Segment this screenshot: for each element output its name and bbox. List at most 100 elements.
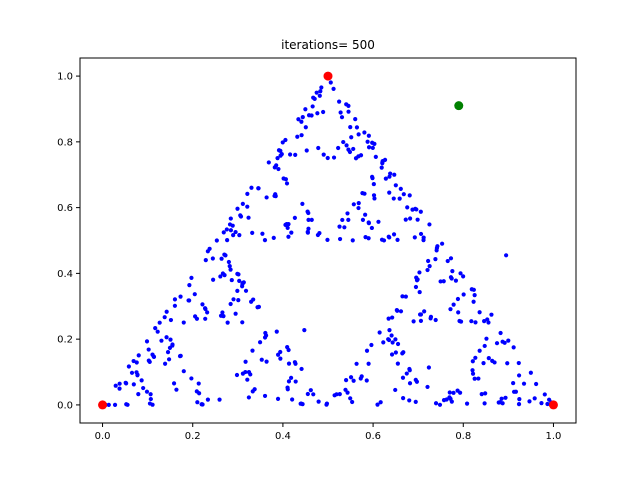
chaos-game-point — [516, 360, 521, 366]
chaos-game-point — [199, 402, 205, 407]
chaos-game-point — [134, 360, 139, 365]
chaos-game-point — [517, 397, 522, 402]
chaos-game-point — [482, 343, 487, 349]
chaos-game-point — [351, 378, 356, 383]
axes-frame — [79, 57, 577, 424]
chaos-game-point — [376, 219, 381, 224]
chaos-game-point — [286, 234, 291, 239]
chaos-game-point — [401, 192, 406, 197]
chaos-game-point — [336, 145, 341, 151]
chaos-game-point — [407, 193, 412, 198]
chaos-game-point — [400, 294, 405, 299]
chaos-game-point — [117, 381, 122, 386]
chaos-game-point — [505, 361, 510, 366]
chaos-game-point — [407, 381, 413, 386]
chaos-game-point — [289, 375, 294, 380]
chaos-game-point — [448, 307, 453, 312]
chaos-game-point — [366, 361, 371, 366]
chaos-game-point — [200, 302, 205, 307]
chaos-game-point — [511, 345, 516, 350]
chaos-game-point — [382, 157, 388, 162]
chaos-game-point — [437, 402, 443, 407]
chaos-game-point — [484, 336, 489, 341]
chaos-game-point — [434, 245, 439, 251]
chaos-game-point — [394, 308, 399, 313]
chaos-game-point — [377, 330, 382, 335]
chaos-game-point — [448, 256, 454, 261]
chaos-game-point — [139, 378, 144, 383]
chaos-game-point — [276, 148, 282, 153]
chaos-game-point — [205, 310, 210, 315]
chaos-game-point — [373, 154, 378, 159]
chaos-game-point — [166, 357, 172, 362]
chaos-game-point — [163, 361, 168, 366]
chaos-game-point — [165, 350, 171, 355]
chaos-game-point — [542, 392, 547, 397]
chaos-game-point — [218, 274, 223, 279]
x-tick-label: 0.8 — [455, 431, 471, 442]
chaos-game-point — [370, 145, 375, 150]
chaos-game-point — [506, 338, 511, 343]
chaos-game-point — [263, 330, 268, 336]
chaos-game-point — [433, 257, 438, 262]
chaos-game-point — [174, 387, 179, 392]
chaos-game-point — [398, 309, 404, 314]
chaos-game-point — [516, 373, 522, 378]
chaos-game-point — [448, 275, 454, 280]
chaos-game-point — [395, 361, 400, 366]
chaos-game-point — [400, 375, 406, 380]
chaos-game-point — [494, 341, 500, 346]
chaos-game-point — [413, 284, 419, 290]
chaos-game-point — [286, 379, 292, 384]
chaos-game-point — [417, 289, 422, 295]
chaos-game-point — [331, 86, 336, 91]
chaos-game-point — [499, 396, 504, 401]
chaos-game-point — [181, 369, 186, 374]
chaos-game-point — [418, 312, 424, 317]
chaos-game-point — [153, 326, 158, 331]
chaos-game-point — [340, 217, 345, 223]
chaos-game-point — [241, 280, 246, 285]
chaos-game-point — [306, 217, 311, 222]
chaos-game-point — [356, 201, 361, 206]
chaos-game-point — [372, 141, 377, 146]
chaos-game-point — [449, 399, 454, 404]
chaos-game-point — [405, 205, 410, 210]
chaos-game-point — [364, 378, 369, 383]
chaos-game-point — [389, 352, 395, 357]
chaos-game-point — [351, 146, 356, 152]
chaos-game-point — [224, 227, 229, 232]
chaos-game-point — [451, 390, 456, 395]
chaos-game-point — [482, 401, 487, 406]
chaos-game-point — [246, 215, 251, 220]
chaos-game-point — [264, 359, 269, 364]
chaos-game-point — [473, 355, 478, 360]
chaos-game-point — [308, 388, 313, 393]
chaos-game-point — [245, 377, 250, 382]
chaos-game-point — [205, 397, 211, 402]
chaos-game-point — [311, 392, 316, 397]
chaos-game-point — [318, 89, 323, 94]
chaos-game-point — [264, 195, 269, 200]
chaos-game-point — [426, 365, 431, 370]
chaos-game-point — [344, 102, 349, 107]
chaos-game-point — [393, 337, 398, 342]
chaos-game-point — [359, 374, 364, 379]
chaos-game-point — [257, 340, 263, 345]
chaos-game-point — [371, 193, 377, 198]
chaos-game-point — [146, 358, 151, 363]
chaos-game-point — [351, 202, 356, 207]
chaos-game-point — [386, 316, 391, 321]
chaos-game-point — [129, 370, 135, 375]
chaos-game-point — [240, 371, 246, 376]
chaos-game-point — [331, 155, 337, 160]
y-axis-ticks: 0.0 0.2 0.4 0.6 0.8 1.0 — [57, 72, 80, 411]
chaos-game-point — [455, 296, 461, 302]
chaos-game-point — [290, 397, 295, 402]
chaos-game-point — [316, 399, 321, 404]
x-tick-label: 0.0 — [95, 431, 111, 442]
y-tick-label: 0.2 — [57, 335, 73, 346]
chaos-game-point — [344, 143, 349, 148]
chaos-game-point — [299, 119, 304, 124]
